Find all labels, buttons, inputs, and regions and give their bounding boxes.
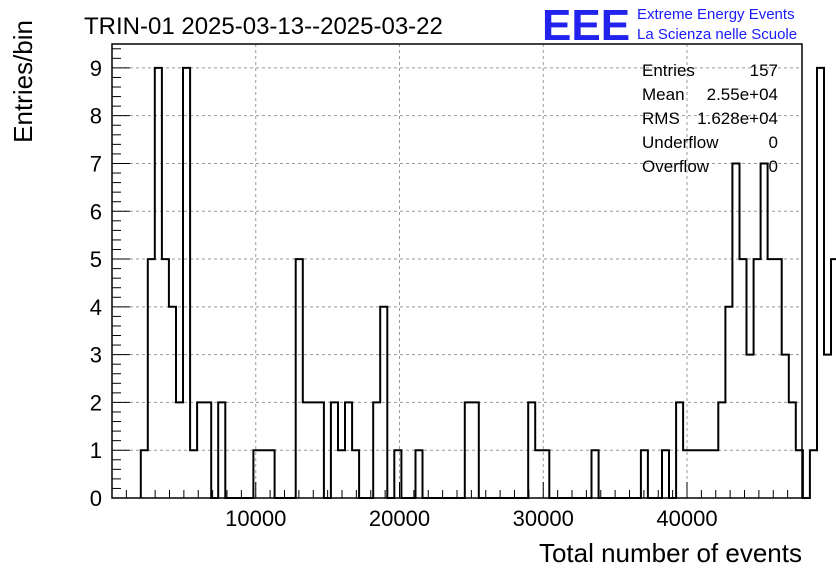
stats-label: Overflow — [642, 157, 710, 176]
x-tick-labels: 10000 20000 30000 40000 — [225, 506, 717, 531]
stats-label: Mean — [642, 85, 685, 104]
x-axis-label: Total number of events — [539, 538, 802, 568]
x-tick-label: 40000 — [656, 506, 717, 531]
y-tick-label: 4 — [90, 295, 102, 320]
y-tick-label: 7 — [90, 151, 102, 176]
x-tick-label: 30000 — [513, 506, 574, 531]
y-axis-label: Entries/bin — [8, 20, 38, 143]
y-tick-label: 8 — [90, 104, 102, 129]
y-tick-label: 0 — [90, 486, 102, 511]
histogram-line — [139, 66, 836, 499]
eee-logo-line1: Extreme Energy Events — [637, 6, 795, 23]
y-tick-label: 1 — [90, 438, 102, 463]
y-tick-label: 3 — [90, 343, 102, 368]
axis-ticks — [111, 48, 803, 499]
stats-value: 0 — [769, 157, 778, 176]
eee-logo-mark: EEE — [542, 1, 630, 50]
stats-label: Underflow — [642, 133, 719, 152]
y-tick-labels: 0 1 2 3 4 5 6 7 8 9 — [90, 56, 102, 511]
stats-label: Entries — [642, 61, 695, 80]
stats-value: 157 — [750, 61, 778, 80]
y-tick-label: 5 — [90, 247, 102, 272]
stats-value: 1.628e+04 — [697, 109, 778, 128]
stats-value: 0 — [769, 133, 778, 152]
eee-logo: EEE Extreme Energy Events La Scienza nel… — [542, 1, 797, 50]
stats-value: 2.55e+04 — [707, 85, 778, 104]
eee-logo-line2: La Scienza nelle Scuole — [637, 26, 797, 43]
stats-label: RMS — [642, 109, 680, 128]
y-tick-label: 9 — [90, 56, 102, 81]
y-tick-label: 6 — [90, 199, 102, 224]
x-tick-label: 10000 — [225, 506, 286, 531]
x-tick-label: 20000 — [369, 506, 430, 531]
stats-box: Entries 157 Mean 2.55e+04 RMS 1.628e+04 Underf… — [642, 61, 778, 176]
chart-title: TRIN-01 2025-03-13--2025-03-22 — [84, 13, 443, 40]
y-tick-label: 2 — [90, 390, 102, 415]
grid-lines — [112, 44, 802, 498]
